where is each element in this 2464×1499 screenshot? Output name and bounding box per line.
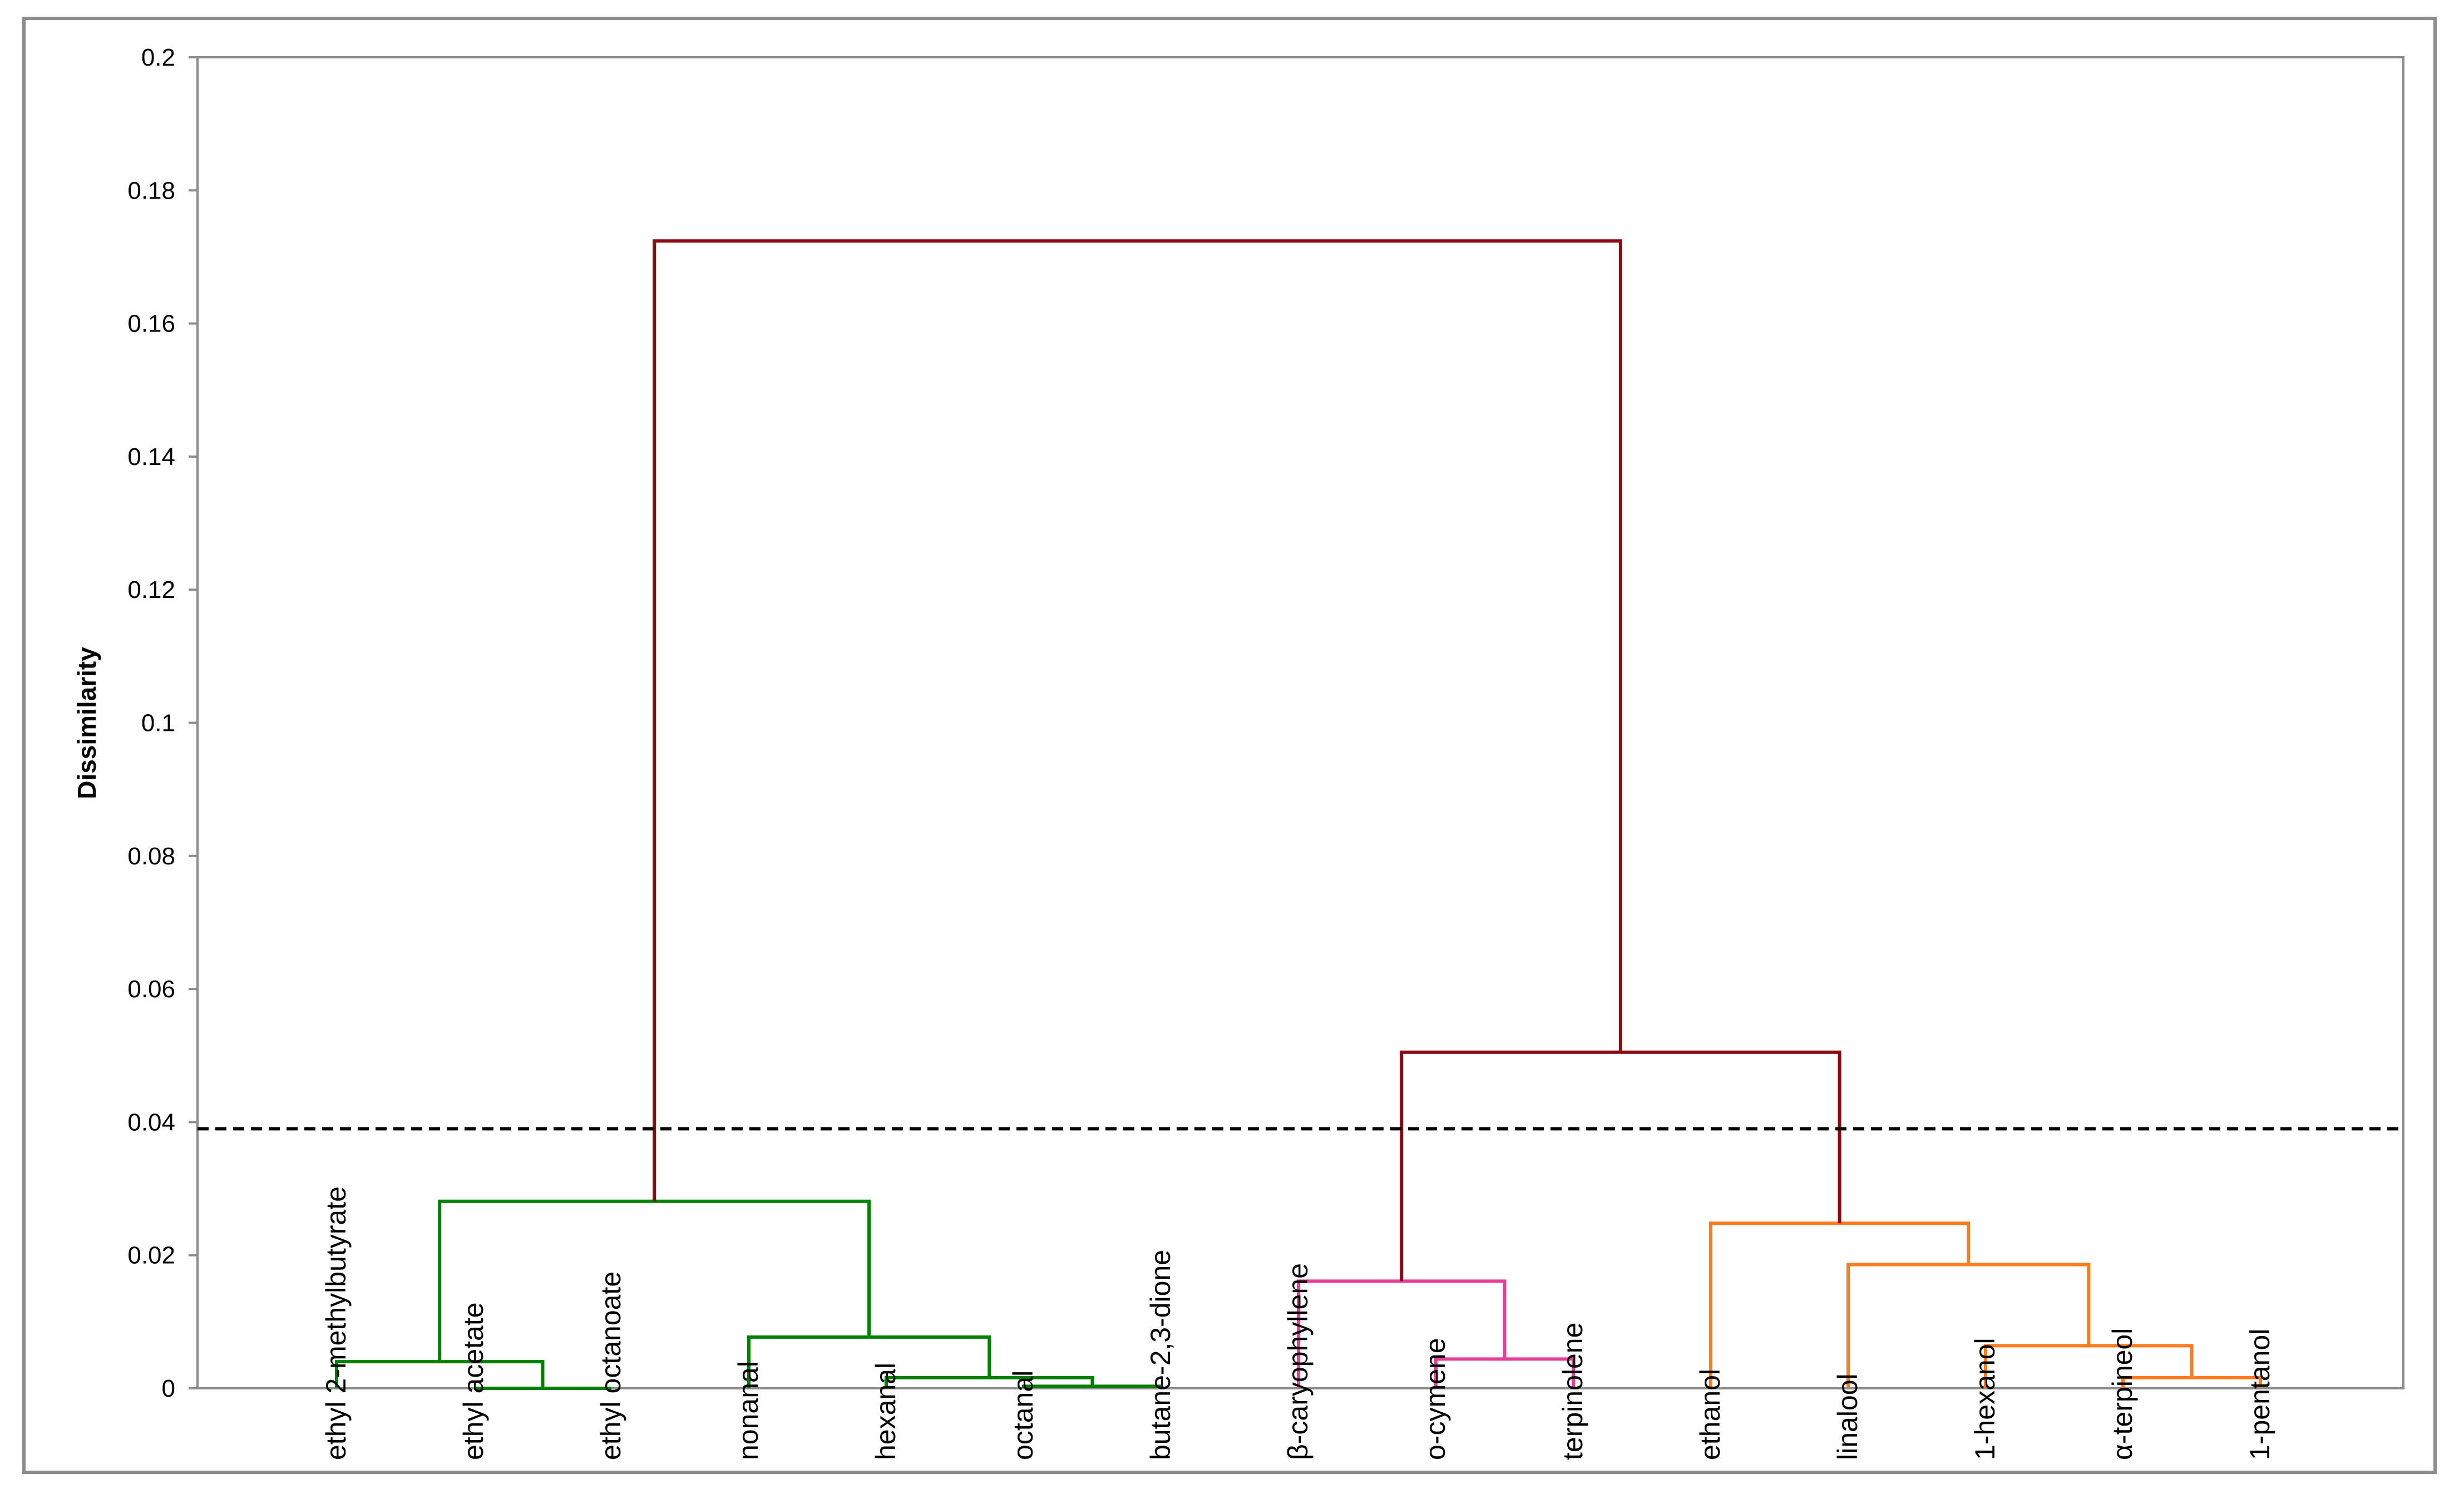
dendrogram-link (885, 1376, 1094, 1388)
y-tick-label: 0.2 (141, 44, 175, 71)
y-tick-label: 0.02 (127, 1242, 175, 1269)
leaf-label: ethyl octanoate (595, 1272, 626, 1460)
dendrogram-link (653, 239, 1622, 1201)
leaf-label: β-caryophyllene (1282, 1263, 1314, 1460)
y-tick-label: 0.08 (127, 843, 175, 870)
leaf-label: linalool (1832, 1373, 1863, 1460)
leaf-label: 1-hexanol (1969, 1338, 2001, 1460)
y-tick-label: 0.12 (127, 576, 175, 603)
y-tick-label: 0 (162, 1375, 175, 1402)
dendrogram-link (747, 1335, 991, 1388)
dendrogram-link (1400, 1050, 1841, 1282)
y-axis-title: Dissimilarity (72, 647, 101, 799)
leaf-label: 1-pentanol (2244, 1329, 2275, 1460)
leaf-label: octanal (1008, 1371, 1039, 1460)
dendrogram-link (2121, 1376, 2262, 1388)
leaf-label: ethyl acetate (458, 1302, 489, 1460)
y-tick-label: 0.16 (127, 310, 175, 338)
plot-area (196, 56, 2404, 1389)
y-tick-label: 0.06 (127, 976, 175, 1003)
leaf-label: ethyl 2-methylbutyrate (320, 1186, 352, 1460)
y-tick-label: 0.14 (127, 443, 175, 471)
leaf-label: nonanal (733, 1361, 764, 1460)
y-tick-label: 0.18 (127, 177, 175, 204)
leaf-label: ethanol (1695, 1369, 1726, 1460)
leaf-label: terpinolene (1557, 1323, 1588, 1460)
y-tick-label: 0.04 (127, 1109, 175, 1136)
leaf-label: o-cymene (1420, 1338, 1451, 1460)
leaf-label: hexanal (870, 1363, 901, 1460)
leaf-label: butane-2,3-dione (1145, 1250, 1176, 1460)
leaf-label: α-terpineol (2107, 1328, 2138, 1460)
y-tick-label: 0.1 (141, 710, 175, 737)
dendrogram-link (1709, 1221, 1971, 1388)
